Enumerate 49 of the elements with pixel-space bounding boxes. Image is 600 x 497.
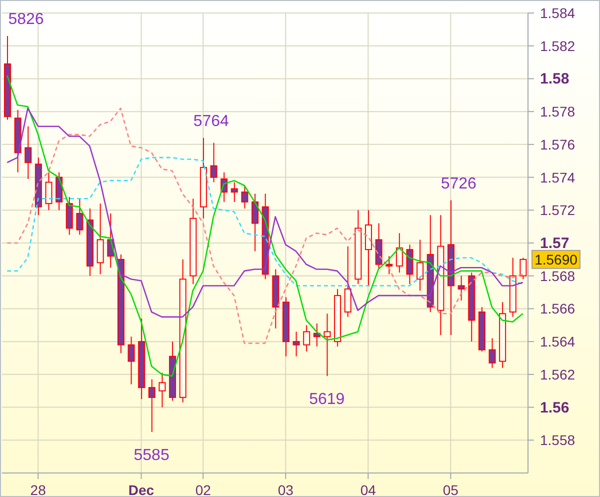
x-tick-label: 05 <box>442 482 459 497</box>
y-tick-label: 1.558 <box>540 432 576 448</box>
candlestick <box>24 126 32 180</box>
y-tick-label: 1.57 <box>540 235 570 252</box>
candlestick <box>158 372 166 408</box>
y-tick-label: 1.582 <box>540 38 576 54</box>
x-tick-label: 28 <box>30 482 46 497</box>
x-tick-label: Dec <box>128 482 154 497</box>
y-tick-label: 1.566 <box>540 300 576 317</box>
candlestick <box>458 275 465 301</box>
candlestick <box>292 331 300 357</box>
y-tick-label: 1.564 <box>540 334 576 350</box>
y-tick-label: 1.576 <box>540 136 576 152</box>
y-tick-label: 1.562 <box>540 366 576 382</box>
candlestick <box>96 203 104 275</box>
annotation: 5619 <box>309 391 345 408</box>
y-tick-label: 1.58 <box>540 70 570 88</box>
x-tick-label: 04 <box>360 482 376 497</box>
text: 1.5690 <box>534 251 578 268</box>
line-series <box>6 74 524 377</box>
candlestick <box>230 182 238 202</box>
candlestick <box>45 172 52 211</box>
y-tick-label: 1.584 <box>540 5 576 21</box>
candlestick <box>148 378 156 432</box>
x-tick-label: 02 <box>195 482 212 497</box>
candlestick <box>210 142 218 183</box>
y-tick-label: 1.574 <box>540 169 576 186</box>
candlestick <box>76 198 84 236</box>
candlestick <box>416 239 424 292</box>
x-tick-label: 03 <box>278 482 294 497</box>
annotation: 5726 <box>440 175 477 192</box>
candlestick <box>128 336 135 385</box>
candlestick <box>241 185 248 209</box>
annotation: 5764 <box>193 112 230 130</box>
y-tick-label: 1.56 <box>540 399 570 416</box>
candlestick <box>396 232 403 274</box>
line-series <box>6 156 524 286</box>
y-tick-label: 1.578 <box>540 104 576 120</box>
candlestick <box>252 193 259 252</box>
y-tick-label: 1.568 <box>540 268 576 284</box>
candlestick <box>324 313 331 377</box>
candlestick <box>488 338 496 368</box>
candlestick <box>520 257 527 280</box>
candlestick <box>303 324 310 352</box>
annotation: 5826 <box>8 11 44 28</box>
y-tick-label: 1.572 <box>540 202 576 218</box>
candlestick <box>344 246 352 318</box>
candlestick <box>386 256 393 275</box>
annotation: 5585 <box>134 446 170 464</box>
